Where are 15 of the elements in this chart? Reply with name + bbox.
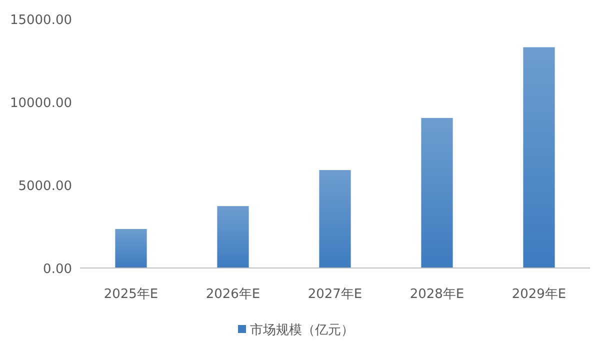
y-tick-label: 5000.00 <box>18 179 72 194</box>
x-tick-label: 2028年E <box>410 287 464 302</box>
x-tick-label: 2029年E <box>512 287 566 302</box>
bar <box>319 170 351 268</box>
x-tick-label: 2026年E <box>206 287 260 302</box>
y-tick-label: 0.00 <box>43 262 72 277</box>
bar <box>217 206 249 268</box>
y-tick-label: 15000.00 <box>10 13 72 28</box>
bar <box>421 118 453 268</box>
y-tick-label: 10000.00 <box>10 96 72 111</box>
bar <box>115 228 147 268</box>
x-tick-label: 2027年E <box>308 287 362 302</box>
legend-label: 市场规模（亿元） <box>250 323 354 338</box>
x-tick-label: 2025年E <box>104 287 158 302</box>
bar <box>523 47 555 268</box>
